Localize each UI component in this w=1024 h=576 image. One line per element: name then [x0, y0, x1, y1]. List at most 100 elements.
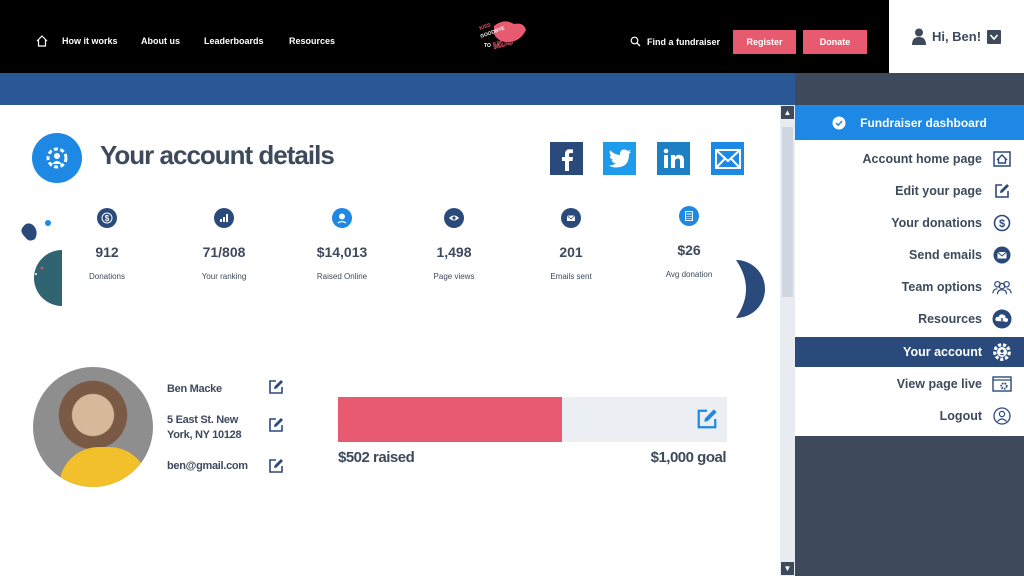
nav-how-it-works[interactable]: How it works	[62, 36, 118, 46]
svg-text:$: $	[105, 214, 110, 223]
stat-value: 71/808	[202, 244, 246, 260]
dashboard-sidebar: Fundraiser dashboard Account home page E…	[795, 73, 1024, 576]
stat-label: Avg donation	[665, 270, 713, 279]
sidebar-item-edit-page[interactable]: Edit your page	[795, 176, 1024, 206]
nav-leaderboards[interactable]: Leaderboards	[204, 36, 264, 46]
mail-icon	[561, 208, 581, 228]
stat-value: 1,498	[436, 244, 472, 260]
amount-raised: $502 raised	[338, 449, 415, 466]
sidebar-header[interactable]: Fundraiser dashboard	[795, 105, 1024, 140]
search-icon	[630, 36, 641, 47]
progress-fill	[338, 397, 562, 442]
page-title: Your account details	[100, 140, 335, 170]
sidebar-item-your-account[interactable]: Your account	[795, 337, 1024, 367]
edit-address-icon[interactable]	[268, 417, 284, 433]
stat-donations: $ 912 Donations	[62, 208, 152, 281]
decorative-leaf-icon	[21, 220, 51, 241]
sidebar-item-label: Resources	[918, 312, 982, 326]
edit-icon	[992, 181, 1012, 201]
sidebar-item-view-page-live[interactable]: View page live	[795, 369, 1024, 399]
decorative-half-circle-left	[34, 250, 62, 306]
facebook-icon[interactable]	[550, 142, 583, 175]
stat-value: $14,013	[316, 244, 368, 260]
stat-emails-sent: 201 Emails sent	[526, 208, 616, 281]
stat-label: Your ranking	[201, 272, 247, 281]
sidebar-item-label: Your account	[903, 345, 982, 359]
profile-address-line-2: York, NY 10128	[167, 429, 242, 441]
find-fundraiser-label: Find a fundraiser	[647, 36, 721, 47]
user-greeting: Hi, Ben!	[931, 29, 982, 44]
stat-label: Page views	[433, 272, 475, 281]
sidebar-item-account-home[interactable]: Account home page	[795, 144, 1024, 174]
scroll-down-arrow-icon[interactable]: ▼	[781, 562, 794, 575]
home-icon[interactable]	[35, 34, 49, 48]
edit-name-icon[interactable]	[268, 379, 284, 395]
team-icon	[992, 277, 1012, 297]
browser-gear-icon	[992, 374, 1012, 394]
user-icon	[911, 28, 926, 45]
account-gear-icon	[32, 133, 82, 183]
sidebar-item-resources[interactable]: Resources	[795, 304, 1024, 334]
hand-money-icon	[332, 208, 352, 228]
stat-label: Donations	[88, 272, 126, 281]
email-share-icon[interactable]	[711, 142, 744, 175]
lips-logo-icon: KISS GOODBYE TO MDS	[479, 21, 526, 51]
stat-value: $26	[677, 242, 701, 258]
linkedin-icon[interactable]	[657, 142, 690, 175]
mail-icon	[992, 245, 1012, 265]
svg-text:$: $	[999, 218, 1005, 230]
dollar-icon: $	[992, 213, 1012, 233]
scroll-up-arrow-icon[interactable]: ▲	[781, 106, 794, 119]
scrollbar[interactable]: ▲ ▼	[780, 105, 795, 576]
dollar-icon: $	[97, 208, 117, 228]
calculator-icon	[679, 206, 699, 226]
logo-word-to: TO	[484, 43, 491, 49]
kiss-goodbye-to-mds-logo[interactable]: KISS GOODBYE TO MDS	[478, 16, 530, 56]
nav-resources[interactable]: Resources	[289, 36, 336, 46]
user-menu[interactable]: Hi, Ben!	[889, 0, 1024, 73]
profile-name: Ben Macke	[167, 383, 222, 395]
stat-avg-donation: $26 Avg donation	[644, 206, 734, 279]
logo-word-kiss: KISS	[479, 22, 493, 32]
sidebar-item-label: View page live	[896, 377, 982, 391]
logout-user-icon	[992, 406, 1012, 426]
edit-email-icon[interactable]	[268, 458, 284, 474]
bar-chart-icon	[214, 208, 234, 228]
sidebar-item-label: Your donations	[891, 216, 982, 230]
sidebar-item-send-emails[interactable]: Send emails	[795, 240, 1024, 270]
sidebar-item-label: Team options	[901, 280, 982, 294]
profile-email: ben@gmail.com	[167, 460, 248, 472]
gear-user-icon	[992, 342, 1012, 362]
eye-icon	[444, 208, 464, 228]
cloud-download-icon	[992, 309, 1012, 329]
sidebar-item-label: Account home page	[862, 152, 982, 166]
sidebar-item-label: Edit your page	[895, 184, 982, 198]
top-nav-bar: How it works About us Leaderboards Resou…	[0, 0, 889, 73]
edit-goal-icon[interactable]	[696, 408, 718, 430]
fundraising-progress-bar	[338, 397, 727, 442]
sidebar-item-logout[interactable]: Logout	[795, 401, 1024, 431]
stat-page-views: 1,498 Page views	[409, 208, 499, 281]
main-content	[0, 105, 780, 576]
stat-raised-online: $14,013 Raised Online	[297, 208, 387, 281]
sidebar-item-donations[interactable]: Your donations $	[795, 208, 1024, 238]
decorative-half-circle-right	[736, 260, 765, 318]
stat-value: 201	[559, 244, 583, 260]
stat-label: Emails sent	[550, 272, 592, 281]
sidebar-item-team-options[interactable]: Team options	[795, 272, 1024, 302]
scroll-thumb[interactable]	[782, 127, 793, 297]
sidebar-item-label: Logout	[939, 409, 982, 423]
nav-about-us[interactable]: About us	[141, 36, 180, 46]
stat-label: Raised Online	[316, 272, 368, 281]
register-button[interactable]: Register	[733, 30, 796, 54]
twitter-icon[interactable]	[603, 142, 636, 175]
home-icon	[992, 149, 1012, 169]
avatar	[33, 367, 153, 487]
donate-button[interactable]: Donate	[803, 30, 867, 54]
stat-value: 912	[95, 244, 119, 260]
sidebar-header-label: Fundraiser dashboard	[860, 115, 987, 130]
profile-address-line-1: 5 East St. New	[167, 414, 238, 426]
find-fundraiser-link[interactable]: Find a fundraiser	[630, 36, 720, 47]
stat-ranking: 71/808 Your ranking	[179, 208, 269, 281]
chevron-down-icon[interactable]	[987, 29, 1002, 44]
